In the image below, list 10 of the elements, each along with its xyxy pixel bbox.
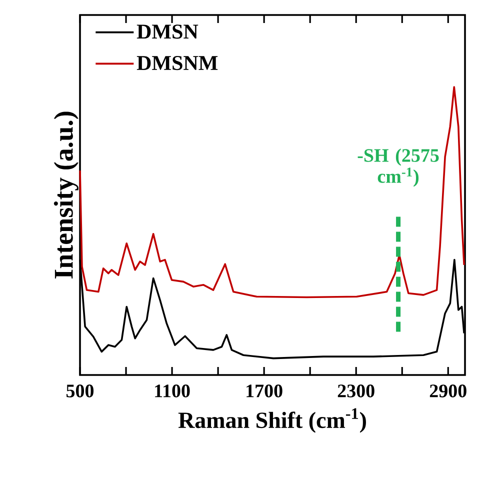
x-tick-label: 2900 (430, 384, 466, 398)
ref-line-label: -SH (2575 cm$^{-1}$) (358, 148, 439, 187)
legend-label: DMSNM (136, 56, 218, 70)
x-axis-title: Raman Shift (cm$^{-1}$) (178, 408, 366, 433)
x-tick-label: 500 (66, 384, 94, 398)
x-tick-label: 1700 (246, 384, 282, 398)
x-tick-label: 2300 (338, 384, 374, 398)
legend-label: DMSN (136, 24, 198, 39)
x-tick-label: 1100 (155, 384, 190, 398)
y-axis-title: Intensity (a.u.) (54, 112, 78, 278)
